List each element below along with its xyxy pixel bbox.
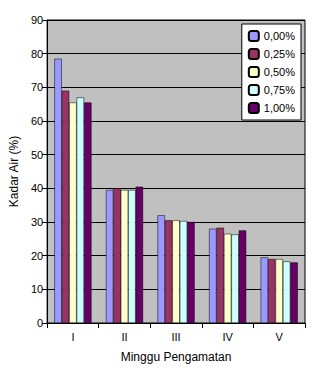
svg-text:II: II [121, 331, 127, 343]
svg-text:Kadar Air (%): Kadar Air (%) [7, 136, 21, 207]
svg-text:0: 0 [37, 317, 43, 329]
svg-text:80: 80 [31, 48, 43, 60]
svg-text:70: 70 [31, 81, 43, 93]
svg-text:0,25%: 0,25% [264, 48, 295, 60]
svg-text:20: 20 [31, 250, 43, 262]
svg-text:0,00%: 0,00% [264, 30, 295, 42]
svg-text:60: 60 [31, 115, 43, 127]
svg-text:50: 50 [31, 149, 43, 161]
svg-text:0,75%: 0,75% [264, 84, 295, 96]
svg-text:1,00%: 1,00% [264, 102, 295, 114]
svg-text:Minggu Pengamatan: Minggu Pengamatan [121, 350, 232, 364]
svg-text:10: 10 [31, 283, 43, 295]
svg-text:30: 30 [31, 216, 43, 228]
svg-text:V: V [276, 331, 284, 343]
svg-text:0,50%: 0,50% [264, 66, 295, 78]
svg-text:IV: IV [222, 331, 233, 343]
svg-text:90: 90 [31, 14, 43, 26]
svg-text:40: 40 [31, 182, 43, 194]
svg-text:III: III [171, 331, 180, 343]
svg-text:I: I [71, 331, 74, 343]
